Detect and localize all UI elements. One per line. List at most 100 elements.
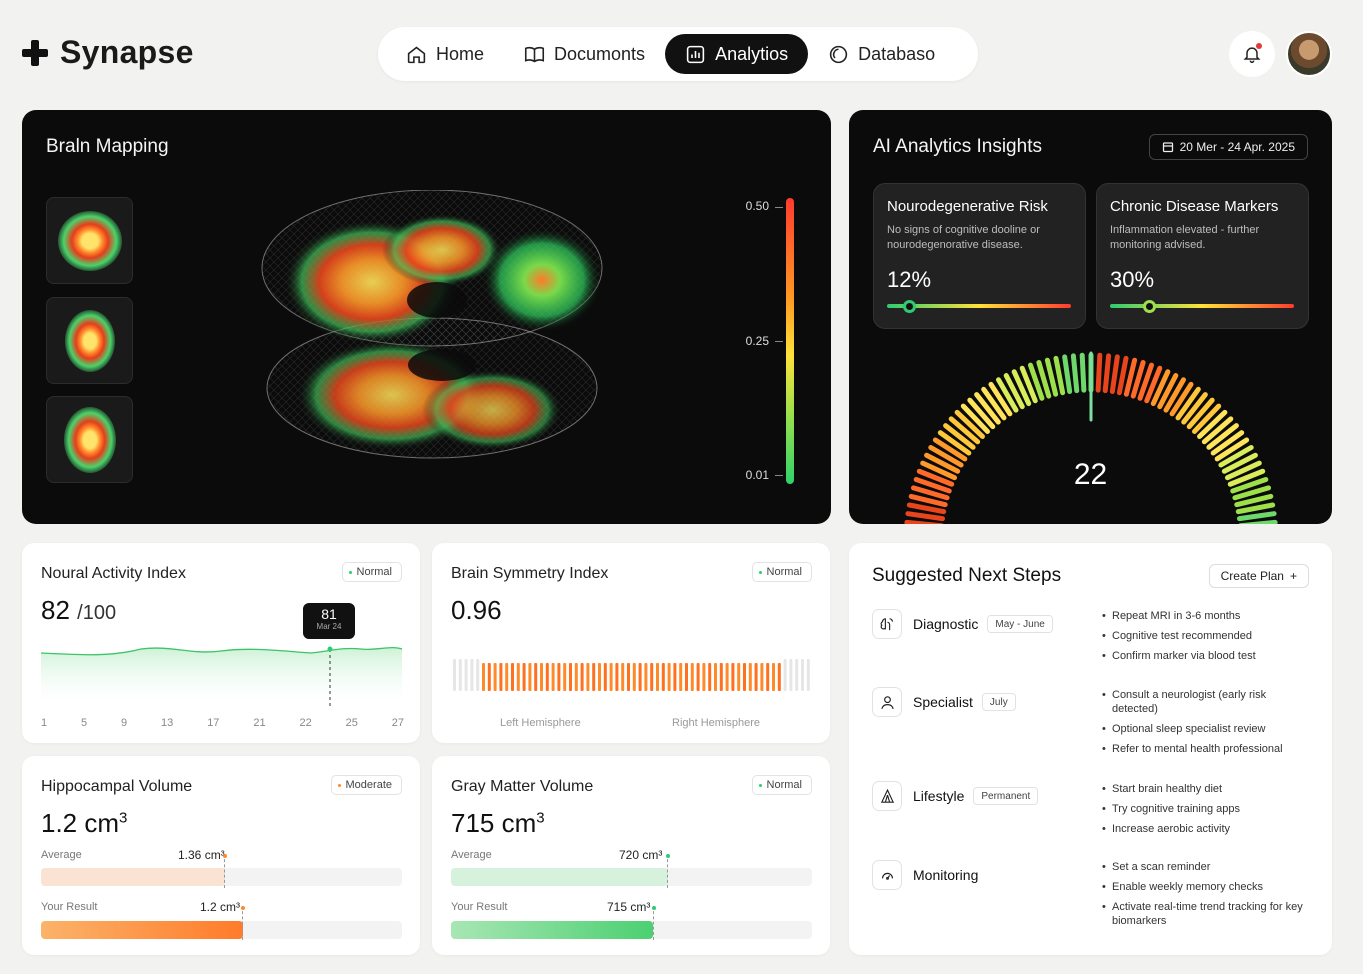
symmetry-bar	[690, 663, 694, 691]
notification-dot	[1256, 43, 1262, 49]
symmetry-bar	[586, 663, 590, 691]
risk-knob	[1143, 300, 1156, 313]
gauge-tick	[1027, 362, 1045, 401]
analytics-icon	[686, 45, 705, 63]
gauge-tick	[1210, 430, 1245, 456]
average-value: 720 cm³	[619, 848, 663, 862]
brain-thumb-axial[interactable]	[46, 197, 133, 284]
symmetry-bar	[667, 663, 671, 691]
suggested-title: Suggested Next Steps	[872, 565, 1062, 586]
your-result-marker	[653, 906, 654, 940]
nav-home-label: Home	[436, 43, 485, 64]
symmetry-bar	[743, 663, 746, 691]
symmetry-bar	[493, 663, 497, 691]
gauge-tick	[1123, 357, 1138, 397]
app-name: Synapse	[60, 34, 194, 70]
risk-card-neurodegenerative[interactable]: Nourodegenerative Risk No signs of cogni…	[873, 183, 1086, 329]
gauge-tick	[928, 445, 964, 468]
symmetry-bar	[482, 663, 485, 691]
risk-card-chronic[interactable]: Chronic Disease Markers Inflammation ele…	[1096, 183, 1309, 329]
neural-line-chart[interactable]	[41, 643, 402, 709]
your-result-value: 1.2 cm³	[200, 900, 241, 914]
neural-title: Noural Activity Index	[41, 565, 186, 582]
gauge-tick	[906, 502, 947, 515]
symmetry-bars	[453, 659, 810, 691]
step-monitoring-list: Set a scan reminder Enable weekly memory…	[1102, 860, 1312, 934]
symmetry-bar	[661, 663, 665, 691]
neural-activity-card: Noural Activity Index Normal 82 /100 81 …	[22, 543, 420, 743]
symmetry-bar	[725, 663, 729, 691]
symmetry-bar	[557, 663, 561, 691]
scale-tick	[775, 475, 783, 476]
gauge-tick	[1019, 365, 1038, 404]
gauge-tick	[1095, 352, 1103, 393]
scale-label-bottom: 0.01	[745, 468, 769, 482]
gauge-tick	[1218, 445, 1254, 468]
run-icon	[872, 781, 902, 811]
list-item: Try cognitive training apps	[1102, 802, 1312, 816]
your-result-value: 715 cm³	[607, 900, 651, 914]
x-tick: 17	[207, 717, 220, 729]
brain-thumb-sagittal[interactable]	[46, 396, 133, 483]
gauge-tick	[988, 381, 1013, 417]
symmetry-bar	[806, 659, 810, 691]
brain-heatmap[interactable]	[242, 190, 642, 470]
gauge-tick	[1137, 362, 1155, 401]
list-item: Cognitive test recommended	[1102, 629, 1312, 643]
gauge-tick	[954, 409, 985, 439]
nav-database[interactable]: Databaso	[808, 34, 955, 74]
your-result-marker	[242, 906, 243, 940]
symmetry-bar	[760, 663, 764, 691]
date-range-button[interactable]: 20 Mer - 24 Apr. 2025	[1148, 134, 1308, 160]
scale-label-top: 0.50	[745, 199, 769, 213]
step-lifestyle[interactable]: Lifestyle Permanent	[872, 781, 1039, 811]
brain-thumb-coronal[interactable]	[46, 297, 133, 384]
gauge-tick	[1003, 373, 1025, 410]
plus-logo-icon	[22, 39, 48, 66]
symmetry-bar	[528, 663, 532, 691]
app-logo[interactable]: Synapse	[22, 34, 194, 71]
symmetry-bar	[540, 663, 543, 691]
symmetry-bar	[795, 659, 799, 691]
calendar-icon	[1162, 142, 1173, 153]
create-plan-button[interactable]: Create Plan +	[1208, 564, 1309, 588]
gauge-tick	[1224, 460, 1262, 481]
symmetry-bar	[499, 663, 503, 691]
step-name: Specialist	[913, 694, 973, 710]
symmetry-bar	[714, 663, 717, 691]
right-hemisphere-label: Right Hemisphere	[672, 717, 761, 729]
nav-home[interactable]: Home	[386, 34, 504, 74]
gauge-tick	[1232, 485, 1272, 501]
symmetry-bar	[609, 663, 613, 691]
list-item: Activate real-time trend tracking for ke…	[1102, 900, 1312, 928]
gauge-tick	[943, 423, 976, 450]
symmetry-bar	[708, 663, 712, 691]
nav-documents[interactable]: Documonts	[504, 34, 665, 74]
your-result-label: Your Result	[41, 901, 98, 913]
step-specialist[interactable]: Specialist July	[872, 687, 1016, 717]
your-result-track	[451, 921, 812, 939]
risk-value: 12%	[887, 267, 932, 292]
gauge-tick	[1186, 397, 1215, 430]
tooltip-value: 81	[321, 606, 337, 622]
gauge-tick	[1192, 403, 1222, 434]
gauge-tick	[1079, 352, 1087, 393]
risk-bar	[1110, 304, 1294, 308]
notifications-button[interactable]	[1229, 31, 1275, 77]
gauge-tick	[1044, 357, 1059, 397]
nav-analytics[interactable]: Analytios	[665, 34, 809, 74]
symmetry-bar	[453, 659, 456, 691]
symmetry-bar	[627, 663, 630, 691]
user-avatar[interactable]	[1286, 31, 1332, 77]
symmetry-bar	[737, 663, 741, 691]
gauge-tick	[1036, 359, 1052, 399]
risk-value: 30%	[1110, 267, 1155, 292]
symmetry-bar	[679, 663, 683, 691]
gauge-tick	[1236, 511, 1277, 522]
step-monitoring[interactable]: Monitoring	[872, 860, 978, 890]
x-tick: 25	[345, 717, 358, 729]
brain-mapping-title: Braln Mapping	[46, 136, 169, 157]
step-diagnostic[interactable]: Diagnostic May - June	[872, 609, 1053, 639]
database-icon	[829, 45, 848, 63]
average-fill	[41, 868, 226, 886]
